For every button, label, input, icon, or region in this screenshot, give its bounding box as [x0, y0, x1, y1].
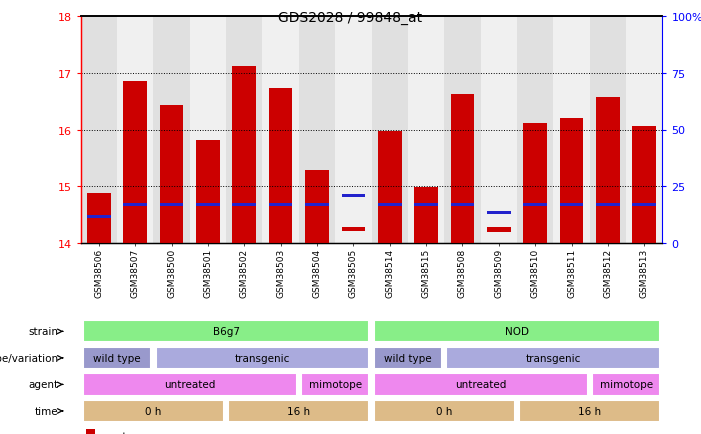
Text: count: count: [97, 431, 126, 434]
Bar: [81, 17, 117, 243]
Bar: [160, 106, 184, 243]
Text: genotype/variation: genotype/variation: [0, 353, 58, 363]
Bar: [233, 203, 256, 207]
Bar: [154, 17, 190, 243]
Bar: [341, 195, 365, 198]
Bar: [517, 17, 553, 243]
Bar: [117, 17, 154, 243]
Bar: [524, 203, 547, 207]
Bar: [372, 17, 408, 243]
Bar: [196, 140, 219, 243]
Bar: [626, 17, 662, 243]
FancyBboxPatch shape: [83, 347, 151, 369]
Text: untreated: untreated: [455, 380, 506, 389]
FancyBboxPatch shape: [519, 400, 660, 422]
Bar: [481, 17, 517, 243]
Text: mimotope: mimotope: [599, 380, 653, 389]
FancyBboxPatch shape: [374, 347, 442, 369]
FancyBboxPatch shape: [447, 347, 660, 369]
Text: NOD: NOD: [505, 327, 529, 336]
Bar: [487, 212, 510, 215]
FancyBboxPatch shape: [301, 373, 369, 396]
Bar: [408, 17, 444, 243]
FancyBboxPatch shape: [374, 373, 587, 396]
Bar: [87, 215, 111, 218]
Bar: [632, 203, 656, 207]
FancyBboxPatch shape: [83, 320, 369, 343]
Bar: [123, 82, 147, 243]
Bar: [305, 204, 329, 207]
Text: GDS2028 / 99848_at: GDS2028 / 99848_at: [278, 11, 423, 25]
Text: 16 h: 16 h: [578, 406, 601, 416]
Bar: [451, 203, 475, 207]
Bar: [87, 194, 111, 243]
Text: time: time: [34, 406, 58, 416]
Text: wild type: wild type: [93, 353, 141, 363]
Bar: [524, 124, 547, 243]
FancyBboxPatch shape: [83, 373, 297, 396]
Text: wild type: wild type: [384, 353, 432, 363]
Bar: [596, 203, 620, 207]
Bar: [378, 203, 402, 207]
FancyBboxPatch shape: [374, 400, 515, 422]
Text: transgenic: transgenic: [235, 353, 290, 363]
Bar: [226, 17, 262, 243]
Bar: [341, 228, 365, 232]
Text: mimotope: mimotope: [308, 380, 362, 389]
Text: 16 h: 16 h: [287, 406, 311, 416]
Bar: [559, 118, 583, 243]
Bar: [335, 17, 372, 243]
Bar: [414, 188, 438, 243]
Bar: [414, 203, 438, 207]
Bar: [123, 203, 147, 207]
Bar: [160, 204, 184, 207]
FancyBboxPatch shape: [156, 347, 369, 369]
Bar: [262, 17, 299, 243]
Bar: [444, 17, 481, 243]
FancyBboxPatch shape: [83, 400, 224, 422]
Bar: [305, 171, 329, 243]
Bar: [268, 203, 292, 207]
Bar: [559, 203, 583, 207]
Bar: [632, 126, 656, 243]
Bar: [190, 17, 226, 243]
Bar: [299, 17, 335, 243]
Bar: [378, 132, 402, 243]
Bar: [590, 17, 626, 243]
Text: 0 h: 0 h: [145, 406, 161, 416]
Bar: [196, 203, 219, 207]
FancyBboxPatch shape: [229, 400, 369, 422]
Bar: [553, 17, 590, 243]
Text: agent: agent: [28, 380, 58, 389]
Bar: [86, 429, 95, 434]
Text: untreated: untreated: [164, 380, 215, 389]
Bar: [451, 95, 475, 243]
Bar: [487, 228, 510, 233]
Bar: [233, 67, 256, 243]
Bar: [596, 98, 620, 243]
Text: B6g7: B6g7: [212, 327, 240, 336]
Text: 0 h: 0 h: [436, 406, 452, 416]
FancyBboxPatch shape: [592, 373, 660, 396]
Text: transgenic: transgenic: [526, 353, 581, 363]
Bar: [268, 89, 292, 243]
Text: strain: strain: [28, 327, 58, 336]
FancyBboxPatch shape: [374, 320, 660, 343]
